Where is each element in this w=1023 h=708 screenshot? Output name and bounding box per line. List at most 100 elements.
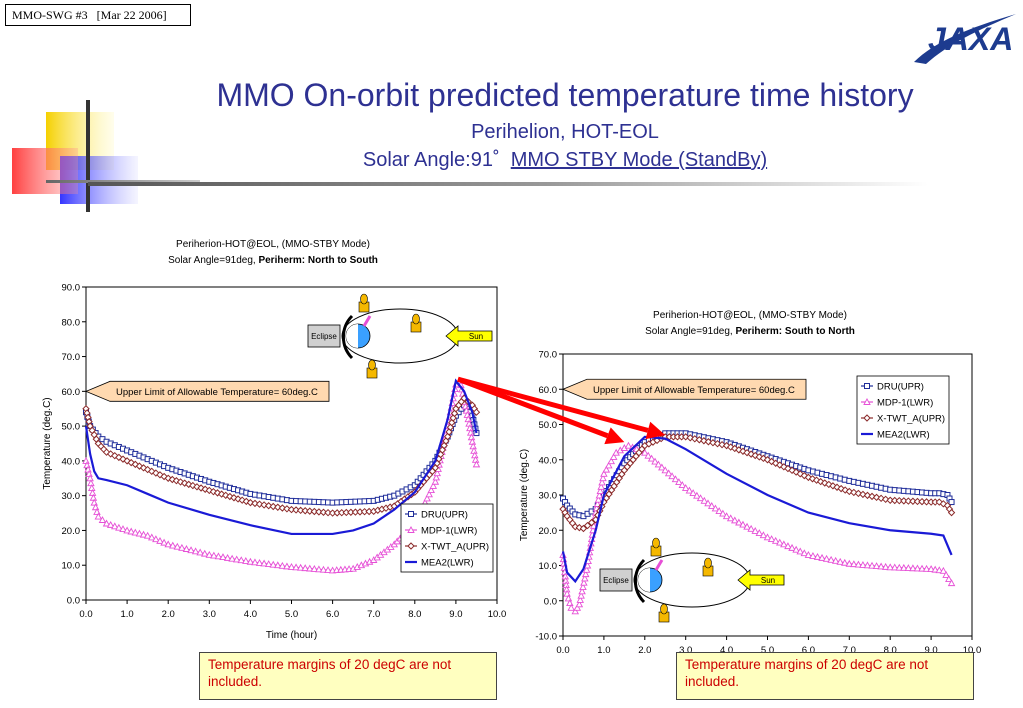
y-tick-label: 0.0 <box>544 596 557 607</box>
data-point-twt <box>900 497 908 505</box>
data-point-twt <box>287 505 296 514</box>
x-tick-label: 0.0 <box>556 645 569 656</box>
jaxa-logo: JAXA <box>914 14 1016 64</box>
data-point-twt <box>939 500 948 508</box>
x-tick-label: 10.0 <box>963 645 982 656</box>
data-point-mdp <box>205 550 214 558</box>
series-line-mea <box>84 378 478 536</box>
data-point-twt <box>274 503 282 511</box>
data-point-twt <box>324 508 332 517</box>
upper-limit-label: Upper Limit of Allowable Temperature= 60… <box>116 387 318 398</box>
data-point-mdp <box>595 491 604 499</box>
data-point-mdp <box>913 564 922 572</box>
data-point-mdp <box>877 562 885 570</box>
sun-arrow-icon <box>445 325 493 347</box>
data-point-twt <box>450 409 459 418</box>
data-point-mdp <box>675 478 683 486</box>
chart-subtitle: Solar Angle=91deg, Periherm: South to No… <box>645 326 855 337</box>
data-point-mdp <box>593 500 602 507</box>
legend-label: X-TWT_A(UPR) <box>877 414 945 425</box>
data-point-twt <box>440 441 448 450</box>
data-point-mdp <box>260 559 268 567</box>
data-point-mdp <box>581 574 589 582</box>
data-point-mdp <box>945 575 953 582</box>
legend-box <box>400 503 494 573</box>
data-point-twt <box>776 461 784 469</box>
slide-subtitle-condition: Perihelion, HOT-EOL <box>471 121 659 143</box>
data-point-twt <box>446 423 455 431</box>
data-point-mdp <box>264 560 273 568</box>
x-tick-label: 1.0 <box>597 645 610 656</box>
data-point-mdp <box>425 490 433 498</box>
data-point-mdp <box>287 563 296 570</box>
data-point-mdp <box>747 524 755 532</box>
slide-badge: MMO-SWG #3 [Mar 22 2006] <box>5 4 191 26</box>
title-divider <box>88 182 928 186</box>
data-point-mdp <box>704 499 712 507</box>
data-point-mdp <box>872 562 881 570</box>
sun-arrow-icon <box>737 569 785 591</box>
red-arrow-to-dru <box>457 376 649 433</box>
y-axis-label: Temperature (deg.C) <box>519 449 530 541</box>
sun-label: Sun <box>761 576 775 585</box>
data-point-mdp <box>119 525 127 533</box>
margin-note-left: Temperature margins of 20 degC are not i… <box>199 652 497 700</box>
data-point-twt <box>292 506 300 514</box>
data-point-mdp <box>845 559 854 567</box>
x-tick-label: 8.0 <box>884 645 897 656</box>
data-point-mdp <box>671 475 680 483</box>
data-point-twt <box>315 508 323 516</box>
mode-link[interactable]: MMO STBY Mode (StandBy) <box>510 149 768 171</box>
data-point-mdp <box>578 587 586 595</box>
data-point-twt <box>718 440 726 449</box>
solar-angle-label: Solar Angle:91˚ <box>362 149 511 171</box>
data-point-twt <box>587 518 596 527</box>
data-point-twt <box>442 437 450 445</box>
decorative-squares <box>12 100 200 212</box>
data-point-mdp <box>909 564 917 572</box>
legend-label: MDP-1(LWR) <box>421 526 477 537</box>
legend-marker-dru <box>408 511 414 517</box>
data-point-mdp <box>278 561 287 569</box>
data-point-mdp <box>886 563 894 571</box>
data-point-twt <box>301 507 309 515</box>
eclipse-box <box>599 568 633 592</box>
data-point-mdp <box>131 528 140 536</box>
data-point-mdp <box>696 494 705 502</box>
data-point-mdp <box>850 560 858 568</box>
data-point-twt <box>713 439 722 448</box>
data-point-mdp <box>780 540 788 548</box>
rotation-arrow <box>633 558 646 604</box>
margin-note-right: Temperature margins of 20 degC are not i… <box>676 652 974 700</box>
data-point-twt <box>767 457 776 466</box>
data-point-twt <box>222 491 230 500</box>
data-point-mdp <box>726 514 735 522</box>
data-point-mdp <box>472 460 481 468</box>
legend: DRU(UPR) MDP-1(LWR) X-TWT_A(UPR) MEA2(LWR) <box>400 503 494 573</box>
upper-limit-callout <box>84 380 330 402</box>
x-tick-label: 9.0 <box>449 609 462 620</box>
data-point-mdp <box>143 531 152 539</box>
data-point-mdp <box>106 520 115 528</box>
y-tick-label: 50.0 <box>62 422 81 433</box>
data-point-mdp <box>722 512 731 520</box>
data-point-mdp <box>822 554 831 562</box>
x-tick-label: 6.0 <box>802 645 815 656</box>
data-point-mdp <box>922 564 931 572</box>
data-point-mdp <box>881 562 890 570</box>
data-point-mdp <box>890 563 899 571</box>
legend-label: DRU(UPR) <box>421 510 468 521</box>
data-point-twt <box>913 497 922 506</box>
data-point-twt <box>909 497 917 505</box>
data-point-twt <box>895 496 903 505</box>
y-tick-label: 80.0 <box>62 317 81 328</box>
data-point-mdp <box>431 477 440 485</box>
data-point-twt <box>579 524 588 533</box>
jaxa-logo-text: JAXA <box>928 21 1013 57</box>
data-point-twt <box>260 501 268 509</box>
data-point-twt <box>246 498 255 507</box>
data-point-twt <box>784 464 792 473</box>
data-point-twt <box>886 496 894 504</box>
data-point-mdp <box>283 562 291 570</box>
slide-title: MMO On-orbit predicted temperature time … <box>216 77 914 113</box>
